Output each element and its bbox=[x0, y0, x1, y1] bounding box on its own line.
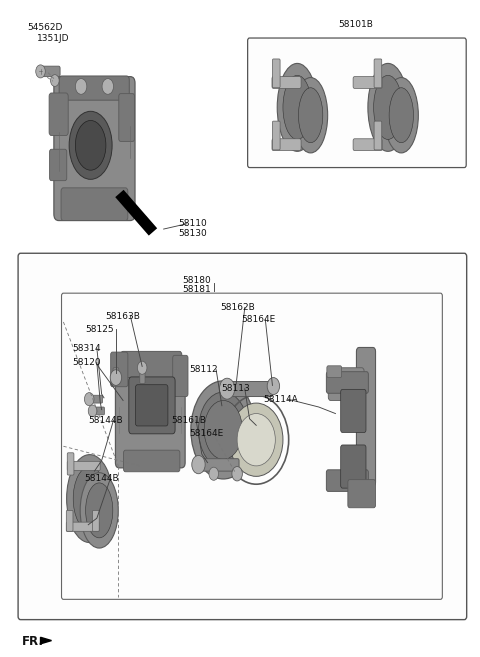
Text: 58130: 58130 bbox=[178, 229, 207, 238]
FancyBboxPatch shape bbox=[116, 356, 185, 468]
FancyBboxPatch shape bbox=[135, 385, 168, 426]
Ellipse shape bbox=[237, 413, 276, 466]
FancyBboxPatch shape bbox=[49, 93, 68, 135]
Text: 58162B: 58162B bbox=[220, 303, 255, 312]
Ellipse shape bbox=[191, 381, 256, 479]
Text: 1351JD: 1351JD bbox=[37, 34, 70, 43]
Text: FR.: FR. bbox=[22, 635, 44, 648]
Text: 58144B: 58144B bbox=[89, 416, 123, 424]
FancyBboxPatch shape bbox=[196, 459, 239, 471]
FancyBboxPatch shape bbox=[119, 94, 134, 141]
FancyBboxPatch shape bbox=[173, 355, 188, 397]
FancyBboxPatch shape bbox=[341, 445, 366, 488]
FancyBboxPatch shape bbox=[18, 253, 467, 620]
Ellipse shape bbox=[277, 64, 317, 151]
Ellipse shape bbox=[267, 378, 280, 395]
Text: 58163B: 58163B bbox=[106, 311, 140, 321]
Ellipse shape bbox=[85, 483, 113, 538]
Text: 58114A: 58114A bbox=[263, 395, 298, 403]
Ellipse shape bbox=[232, 466, 242, 481]
FancyBboxPatch shape bbox=[111, 352, 128, 387]
Ellipse shape bbox=[67, 455, 113, 543]
Ellipse shape bbox=[373, 76, 402, 139]
Ellipse shape bbox=[110, 370, 121, 386]
FancyBboxPatch shape bbox=[59, 76, 129, 100]
FancyBboxPatch shape bbox=[273, 59, 280, 88]
Ellipse shape bbox=[80, 472, 118, 548]
FancyBboxPatch shape bbox=[326, 372, 368, 394]
FancyBboxPatch shape bbox=[348, 480, 375, 508]
Ellipse shape bbox=[73, 466, 106, 531]
Ellipse shape bbox=[389, 88, 413, 143]
Text: 58120: 58120 bbox=[72, 358, 101, 367]
FancyBboxPatch shape bbox=[374, 59, 382, 88]
Text: 58314: 58314 bbox=[72, 344, 101, 353]
Ellipse shape bbox=[368, 64, 408, 151]
FancyBboxPatch shape bbox=[89, 396, 103, 403]
FancyBboxPatch shape bbox=[272, 77, 301, 89]
FancyBboxPatch shape bbox=[327, 366, 342, 378]
FancyBboxPatch shape bbox=[326, 470, 368, 491]
Ellipse shape bbox=[102, 79, 114, 95]
Ellipse shape bbox=[229, 403, 283, 476]
Text: 58101B: 58101B bbox=[338, 20, 372, 30]
Text: 58144B: 58144B bbox=[84, 474, 119, 484]
Text: 58164E: 58164E bbox=[189, 428, 223, 438]
Ellipse shape bbox=[88, 405, 97, 417]
Text: 58125: 58125 bbox=[85, 325, 114, 334]
FancyBboxPatch shape bbox=[66, 522, 99, 532]
Ellipse shape bbox=[192, 455, 205, 474]
FancyBboxPatch shape bbox=[123, 450, 180, 472]
FancyBboxPatch shape bbox=[129, 377, 175, 434]
Ellipse shape bbox=[219, 378, 235, 399]
Text: 58181: 58181 bbox=[183, 285, 212, 294]
FancyBboxPatch shape bbox=[353, 139, 382, 150]
Ellipse shape bbox=[137, 361, 147, 374]
FancyBboxPatch shape bbox=[353, 77, 382, 89]
FancyBboxPatch shape bbox=[40, 66, 60, 77]
FancyBboxPatch shape bbox=[224, 382, 273, 397]
Ellipse shape bbox=[283, 76, 312, 139]
FancyBboxPatch shape bbox=[66, 510, 73, 532]
Ellipse shape bbox=[36, 65, 45, 78]
Text: 58110: 58110 bbox=[178, 219, 207, 229]
FancyBboxPatch shape bbox=[140, 367, 145, 384]
FancyBboxPatch shape bbox=[374, 121, 382, 150]
Ellipse shape bbox=[294, 78, 328, 153]
Text: 58180: 58180 bbox=[183, 275, 212, 284]
FancyBboxPatch shape bbox=[92, 407, 105, 415]
FancyBboxPatch shape bbox=[328, 368, 364, 401]
Text: 58161B: 58161B bbox=[171, 416, 206, 424]
Text: 58113: 58113 bbox=[221, 384, 250, 393]
Polygon shape bbox=[40, 637, 51, 644]
Ellipse shape bbox=[69, 111, 112, 179]
FancyBboxPatch shape bbox=[67, 461, 100, 470]
Ellipse shape bbox=[75, 120, 106, 170]
FancyBboxPatch shape bbox=[67, 453, 74, 475]
Ellipse shape bbox=[75, 79, 87, 95]
Text: 58112: 58112 bbox=[190, 365, 218, 374]
Ellipse shape bbox=[209, 467, 218, 480]
Ellipse shape bbox=[299, 88, 323, 143]
Text: 58164E: 58164E bbox=[241, 315, 276, 324]
FancyBboxPatch shape bbox=[357, 348, 375, 486]
FancyBboxPatch shape bbox=[49, 149, 67, 181]
FancyBboxPatch shape bbox=[273, 121, 280, 150]
Ellipse shape bbox=[84, 393, 94, 406]
Text: 54562D: 54562D bbox=[28, 23, 63, 32]
FancyBboxPatch shape bbox=[113, 368, 119, 384]
FancyBboxPatch shape bbox=[120, 351, 182, 378]
FancyBboxPatch shape bbox=[93, 510, 99, 532]
FancyBboxPatch shape bbox=[248, 38, 466, 168]
Ellipse shape bbox=[204, 401, 242, 459]
FancyBboxPatch shape bbox=[54, 77, 135, 221]
Ellipse shape bbox=[199, 392, 248, 468]
FancyBboxPatch shape bbox=[341, 390, 366, 432]
FancyBboxPatch shape bbox=[272, 139, 301, 150]
Ellipse shape bbox=[50, 75, 59, 87]
FancyBboxPatch shape bbox=[61, 188, 128, 221]
Ellipse shape bbox=[384, 78, 419, 153]
